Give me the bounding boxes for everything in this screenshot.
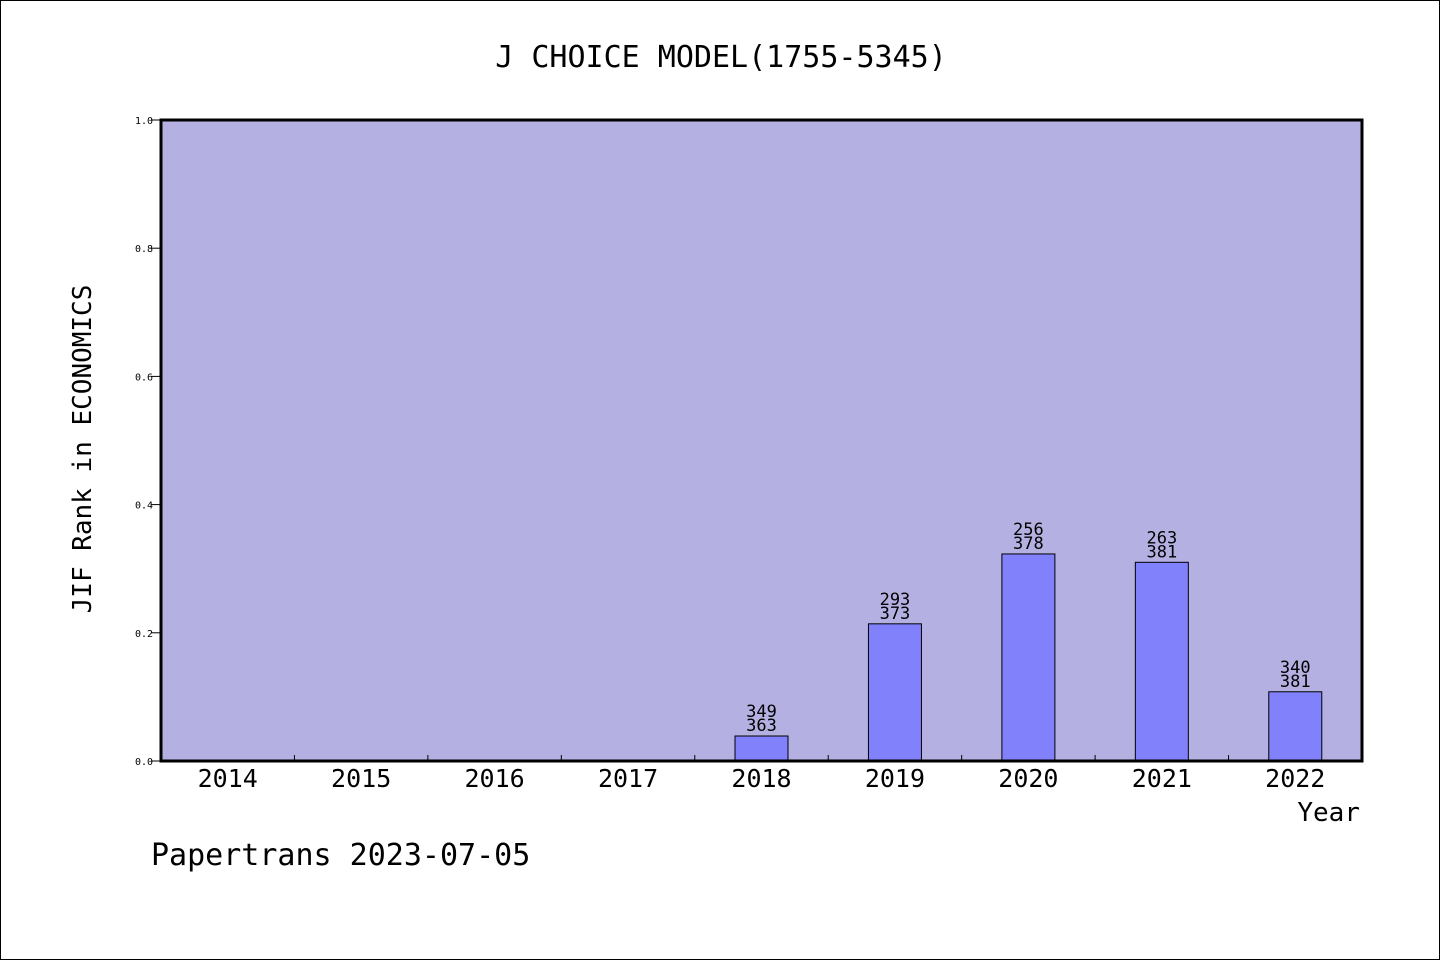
- x-tick-label: 2019: [865, 764, 925, 793]
- x-tick-label: 2015: [331, 764, 391, 793]
- bar-label-total: 363: [746, 716, 777, 736]
- y-tick-label: 0.8: [135, 244, 153, 255]
- bar-2018: [734, 735, 789, 762]
- x-axis-label: Year: [1297, 798, 1360, 828]
- bar-label-rank: 263: [1146, 528, 1177, 548]
- bar-2020: [1001, 553, 1056, 762]
- chart-title: J CHOICE MODEL(1755-5345): [495, 40, 947, 75]
- x-tick-label: 2014: [198, 764, 258, 793]
- bar-2021: [1134, 561, 1189, 762]
- y-tick-label: 0.4: [135, 501, 153, 512]
- plot-area: 0.0 0.2 0.4 0.6 0.8 1.0 2014 2015 2016 2017 2018 34…: [135, 116, 1364, 793]
- bar-label-total: 373: [880, 604, 911, 624]
- bar-label-rank: 293: [880, 590, 911, 610]
- x-tick-label: 2021: [1132, 764, 1192, 793]
- bar-label-total: 378: [1013, 534, 1044, 554]
- bar-label-total: 381: [1280, 672, 1311, 692]
- y-tick-label: 0.2: [135, 629, 153, 640]
- footer-credit: Papertrans 2023-07-05: [151, 838, 530, 873]
- x-tick-label: 2018: [731, 764, 791, 793]
- bar-2022: [1268, 691, 1323, 762]
- bar-label-rank: 340: [1280, 658, 1311, 678]
- y-axis-label: JIF Rank in ECONOMICS: [68, 285, 98, 614]
- y-tick-label: 1.0: [135, 116, 153, 127]
- plot-frame: [159, 118, 1364, 763]
- bar-2019: [867, 623, 922, 762]
- x-tick-label: 2016: [465, 764, 525, 793]
- bar-label-rank: 349: [746, 702, 777, 722]
- x-tick-label: 2017: [598, 764, 658, 793]
- x-tick-label: 2020: [998, 764, 1058, 793]
- x-tick-label: 2022: [1265, 764, 1325, 793]
- bar-label-rank: 256: [1013, 520, 1044, 540]
- y-tick-label: 0.0: [135, 757, 153, 768]
- bar-label-total: 381: [1146, 542, 1177, 562]
- y-tick-label: 0.6: [135, 372, 153, 383]
